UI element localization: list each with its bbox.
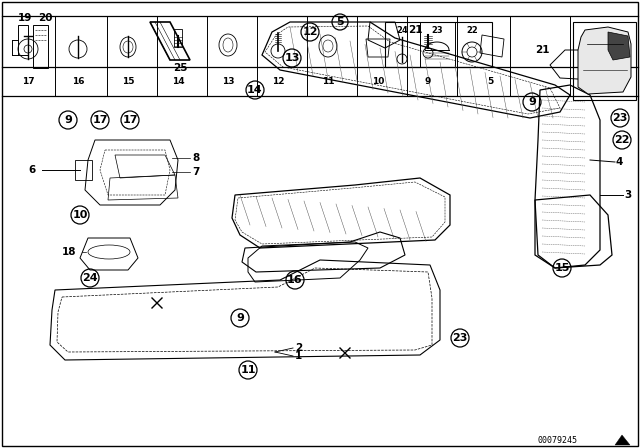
Text: 7: 7 <box>192 167 200 177</box>
Bar <box>385 22 492 67</box>
Text: 13: 13 <box>284 53 300 63</box>
Text: 24: 24 <box>82 273 98 283</box>
Text: 17: 17 <box>22 77 35 86</box>
Text: 1: 1 <box>295 351 302 361</box>
Text: 22: 22 <box>614 135 630 145</box>
Text: 5: 5 <box>336 17 344 27</box>
Text: 22: 22 <box>466 26 478 34</box>
Text: 16: 16 <box>287 275 303 285</box>
Text: 21: 21 <box>535 45 550 55</box>
Text: 14: 14 <box>247 85 263 95</box>
Polygon shape <box>615 435 630 445</box>
Text: 19: 19 <box>18 13 33 23</box>
Text: 10: 10 <box>372 77 384 86</box>
Text: 12: 12 <box>302 27 317 37</box>
Bar <box>573 22 636 100</box>
Text: 20: 20 <box>38 13 52 23</box>
Text: 3: 3 <box>624 190 631 200</box>
Text: 5: 5 <box>487 77 493 86</box>
Text: 12: 12 <box>272 77 284 86</box>
Text: 14: 14 <box>172 77 184 86</box>
Text: 8: 8 <box>192 153 199 163</box>
Text: 18: 18 <box>62 247 77 257</box>
Text: 15: 15 <box>554 263 570 273</box>
Text: 11: 11 <box>240 365 256 375</box>
Text: 9: 9 <box>64 115 72 125</box>
Text: 24: 24 <box>396 26 408 34</box>
Text: 13: 13 <box>221 77 234 86</box>
Text: 00079245: 00079245 <box>537 435 577 444</box>
Text: 9: 9 <box>236 313 244 323</box>
Text: 23: 23 <box>452 333 468 343</box>
Text: 17: 17 <box>122 115 138 125</box>
Text: 21: 21 <box>408 25 422 35</box>
Text: 25: 25 <box>173 63 188 73</box>
Text: 9: 9 <box>425 77 431 86</box>
Polygon shape <box>608 32 630 60</box>
Text: 4: 4 <box>616 157 623 167</box>
Text: 23: 23 <box>612 113 628 123</box>
Text: 16: 16 <box>72 77 84 86</box>
Text: 23: 23 <box>431 26 443 34</box>
Polygon shape <box>578 27 631 94</box>
Text: 9: 9 <box>528 97 536 107</box>
Text: 10: 10 <box>72 210 88 220</box>
Bar <box>174 29 182 47</box>
Text: 15: 15 <box>122 77 134 86</box>
Text: 17: 17 <box>92 115 108 125</box>
Text: 6: 6 <box>28 165 35 175</box>
Text: 2: 2 <box>295 343 302 353</box>
Text: 11: 11 <box>322 77 334 86</box>
